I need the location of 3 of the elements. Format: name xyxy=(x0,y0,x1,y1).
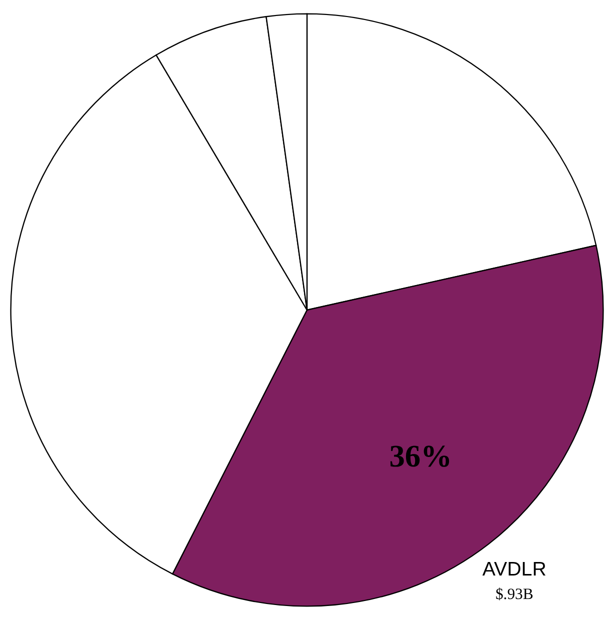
text: $.93B xyxy=(495,586,534,603)
data-label: 36% xyxy=(389,438,452,474)
slice-label: AVDLR xyxy=(482,558,546,580)
